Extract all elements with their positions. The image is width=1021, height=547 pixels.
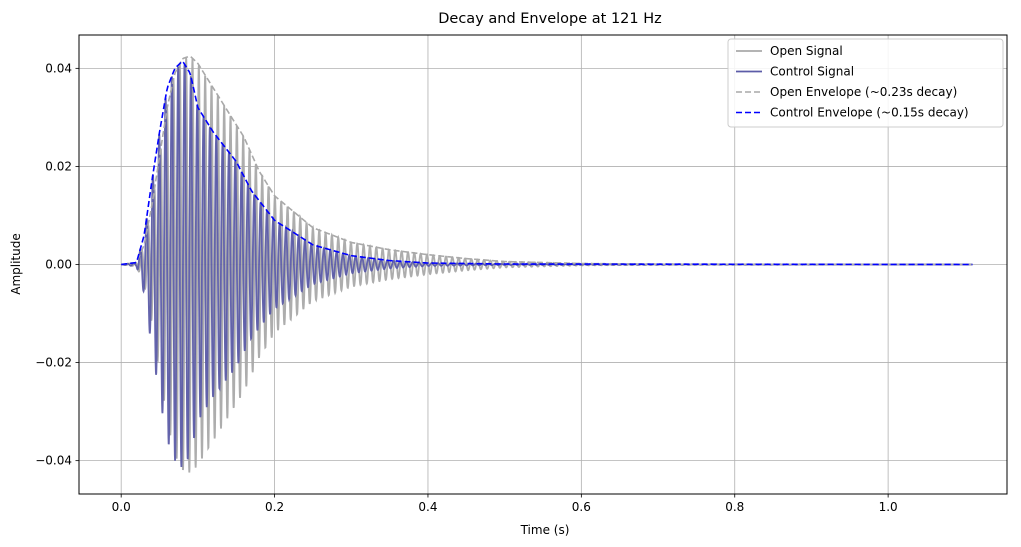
y-tick-label: −0.04 — [35, 454, 72, 468]
plot-area — [121, 55, 973, 473]
x-axis-label: Time (s) — [520, 523, 570, 537]
series-line-control-envelope — [121, 60, 973, 266]
y-axis-label: Amplitude — [9, 233, 23, 295]
y-axis: −0.04 −0.02 0.00 0.02 0.04 — [35, 61, 79, 468]
legend-entry-label: Open Signal — [770, 44, 843, 58]
y-tick-label: 0.00 — [45, 258, 72, 272]
chart-title: Decay and Envelope at 121 Hz — [438, 11, 662, 27]
x-axis: 0.0 0.2 0.4 0.6 0.8 1.0 — [112, 494, 898, 514]
x-tick-label: 0.8 — [725, 500, 744, 514]
x-tick-label: 0.4 — [418, 500, 437, 514]
legend-entry-label: Control Envelope (~0.15s decay) — [770, 106, 969, 120]
legend: Open Signal Control Signal Open Envelope (… — [727, 38, 1004, 128]
y-tick-label: 0.04 — [45, 61, 72, 75]
x-tick-label: 0.0 — [112, 500, 131, 514]
x-tick-label: 0.2 — [265, 500, 284, 514]
legend-box — [727, 38, 1004, 128]
x-tick-label: 0.6 — [572, 500, 591, 514]
legend-entry-label: Control Signal — [770, 65, 854, 79]
y-tick-label: 0.02 — [45, 159, 72, 173]
legend-entry-label: Open Envelope (~0.23s decay) — [770, 85, 957, 99]
x-tick-label: 1.0 — [879, 500, 898, 514]
y-tick-label: −0.02 — [35, 356, 72, 370]
